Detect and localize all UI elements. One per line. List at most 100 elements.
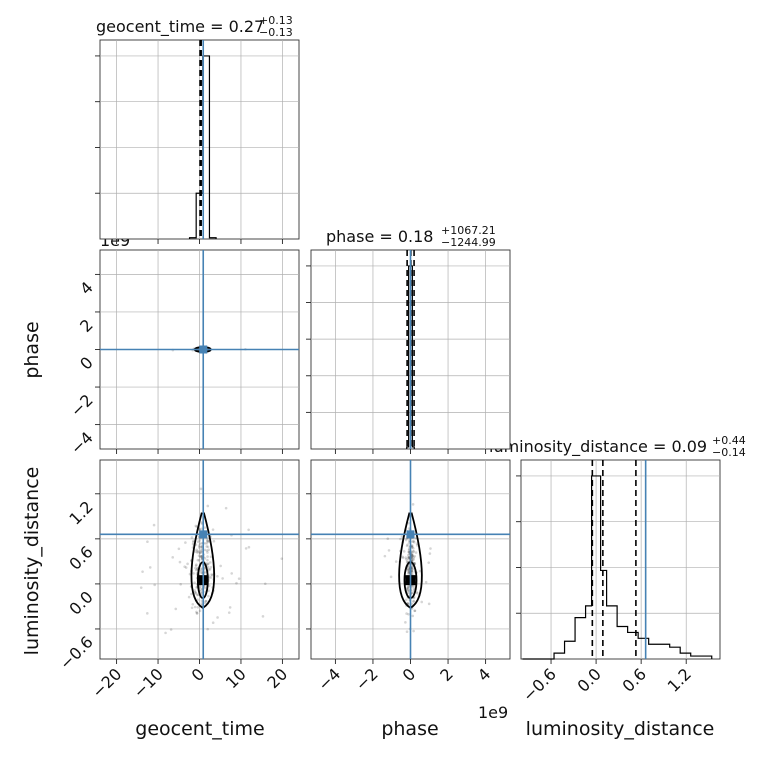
posterior-sample <box>410 553 414 557</box>
posterior-sample <box>146 612 149 615</box>
posterior-sample <box>404 557 408 561</box>
posterior-sample <box>206 558 209 562</box>
posterior-sample <box>399 537 402 541</box>
posterior-sample <box>178 560 182 564</box>
posterior-sample <box>394 560 398 563</box>
posterior-sample <box>211 621 215 625</box>
posterior-sample <box>413 554 417 558</box>
title-geocent-time-sub: −0.13 <box>259 26 293 39</box>
posterior-sample <box>209 576 213 579</box>
posterior-sample <box>416 591 419 595</box>
posterior-sample <box>191 540 195 544</box>
posterior-sample <box>206 555 209 558</box>
posterior-sample <box>197 559 201 562</box>
posterior-sample <box>389 575 393 579</box>
y-tick-label-luminosity_distance: 0.0 <box>65 587 96 618</box>
posterior-sample <box>192 572 195 575</box>
x-tick-label-phase: 2 <box>436 664 457 685</box>
posterior-sample <box>412 540 416 544</box>
y-tick-label-luminosity_distance: 1.2 <box>65 497 96 528</box>
posterior-sample <box>200 555 204 558</box>
posterior-sample <box>406 602 410 605</box>
posterior-sample <box>194 564 198 568</box>
posterior-sample <box>410 571 414 574</box>
posterior-sample <box>171 556 175 559</box>
panel-geocent_time-phase: −4 −2 0 2 4 <box>67 249 300 458</box>
posterior-sample <box>406 589 410 593</box>
posterior-sample <box>209 555 213 559</box>
posterior-sample <box>196 598 199 602</box>
title-phase-sup: +1067.21 <box>441 224 496 237</box>
posterior-sample <box>412 600 415 603</box>
panel-phase-luminosity_distance: −4 −2 0 2 4 <box>306 459 511 695</box>
posterior-sample <box>204 599 208 603</box>
posterior-sample <box>405 544 409 548</box>
posterior-sample <box>191 603 195 606</box>
posterior-sample <box>206 565 210 569</box>
posterior-sample <box>418 569 422 573</box>
posterior-sample <box>203 542 207 545</box>
posterior-sample <box>414 551 418 554</box>
posterior-sample <box>263 582 267 586</box>
posterior-sample <box>411 554 414 558</box>
truth-point <box>199 345 208 354</box>
posterior-sample <box>195 586 198 589</box>
posterior-sample <box>197 550 200 554</box>
posterior-sample <box>203 601 207 605</box>
posterior-sample <box>401 555 404 559</box>
posterior-sample <box>412 539 415 543</box>
posterior-sample <box>195 567 199 570</box>
posterior-sample <box>411 614 415 618</box>
posterior-sample <box>212 539 216 543</box>
posterior-sample <box>194 592 198 595</box>
posterior-sample <box>197 554 201 558</box>
posterior-sample <box>216 574 219 578</box>
posterior-sample <box>197 544 201 548</box>
x-tick-label-geocent_time: 20 <box>263 664 291 692</box>
posterior-sample <box>407 571 410 574</box>
posterior-sample <box>179 583 182 586</box>
posterior-sample <box>428 552 432 555</box>
posterior-sample <box>244 547 248 550</box>
posterior-sample <box>247 528 250 532</box>
posterior-sample <box>410 566 414 570</box>
x-tick-label-geocent_time: 10 <box>222 664 250 692</box>
posterior-sample <box>194 550 197 553</box>
posterior-sample <box>407 548 411 552</box>
posterior-sample <box>196 549 199 553</box>
posterior-sample <box>206 540 209 543</box>
posterior-sample <box>402 550 406 553</box>
posterior-sample <box>208 568 212 571</box>
posterior-sample <box>196 540 200 544</box>
posterior-sample <box>207 568 211 571</box>
posterior-sample <box>406 543 409 546</box>
posterior-sample <box>411 545 414 549</box>
posterior-sample <box>427 602 431 606</box>
posterior-sample <box>193 581 196 584</box>
posterior-sample <box>177 547 181 551</box>
posterior-sample <box>194 568 198 572</box>
title-phase: phase = 0.18 <box>326 227 433 246</box>
posterior-sample <box>206 545 210 549</box>
truth-point <box>199 530 208 539</box>
posterior-sample <box>412 550 415 553</box>
posterior-sample <box>139 586 143 589</box>
posterior-sample <box>406 553 410 557</box>
posterior-sample <box>237 577 241 580</box>
x-tick-label-luminosity_distance: 1.2 <box>664 664 695 695</box>
posterior-sample <box>195 563 198 567</box>
y-tick-label-phase: 2 <box>76 315 97 336</box>
posterior-sample <box>412 587 416 591</box>
posterior-sample <box>194 524 198 528</box>
posterior-sample <box>198 551 202 555</box>
posterior-sample <box>412 585 416 589</box>
posterior-sample <box>424 580 428 584</box>
y-tick-label-phase: 4 <box>76 278 97 299</box>
posterior-sample <box>413 609 417 613</box>
x-tick-label-geocent_time: −20 <box>88 664 125 701</box>
posterior-sample <box>197 546 201 549</box>
posterior-sample <box>410 555 414 558</box>
phase-x-offset-label: 1e9 <box>478 703 508 722</box>
posterior-sample <box>211 528 215 531</box>
posterior-sample <box>410 552 414 555</box>
